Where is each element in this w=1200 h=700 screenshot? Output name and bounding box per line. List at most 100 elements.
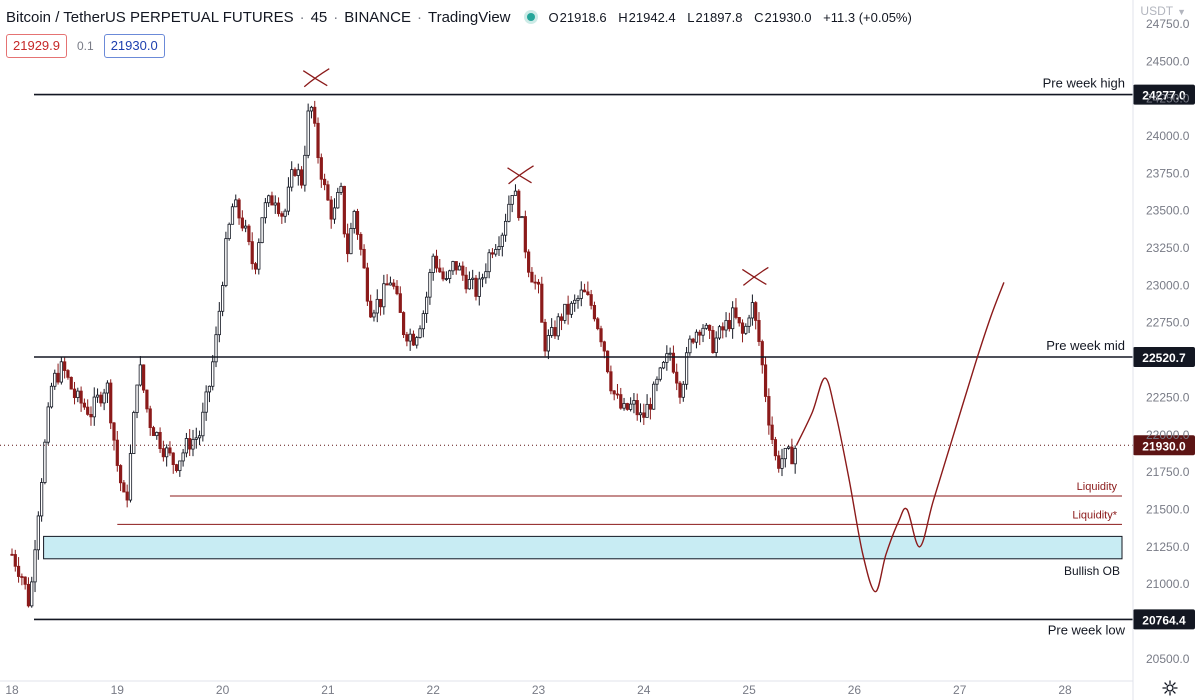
candle-body	[635, 400, 639, 416]
candle-body	[132, 412, 136, 454]
level-price-label: 20764.4	[1142, 613, 1186, 627]
candle-body	[582, 289, 587, 293]
y-tick-label: 22000.0	[1146, 428, 1190, 442]
candle-body	[704, 324, 708, 329]
liquidity-label: Liquidity*	[1072, 509, 1117, 521]
candle-body	[43, 441, 47, 483]
candle-body	[99, 394, 103, 404]
candle-body	[701, 327, 705, 336]
market-status-icon	[526, 13, 535, 21]
candle-body	[66, 370, 70, 378]
buy-price-button[interactable]: 21930.0	[103, 34, 165, 58]
candle-body	[411, 333, 416, 346]
candle-body	[737, 317, 741, 324]
candle-body	[474, 277, 478, 297]
candle-body	[290, 169, 294, 188]
platform-label: TradingView	[427, 8, 511, 26]
candle-body	[569, 302, 574, 315]
candle-body	[609, 371, 613, 392]
candles	[10, 100, 797, 608]
candle-body	[217, 310, 221, 336]
candle-body	[530, 271, 534, 283]
candle-body	[142, 364, 146, 391]
candle-body	[253, 263, 258, 270]
candle-body	[296, 169, 300, 176]
candle-body	[550, 327, 554, 336]
candle-body	[161, 448, 165, 458]
candle-body	[461, 265, 465, 276]
interval-label[interactable]: 45	[310, 8, 328, 26]
y-tick-label: 23750.0	[1146, 166, 1190, 180]
candle-body	[16, 565, 21, 577]
candle-body	[441, 271, 445, 280]
candle-body	[155, 431, 159, 437]
candle-body	[385, 283, 389, 286]
candle-body	[770, 424, 774, 440]
symbol-title[interactable]: Bitcoin / TetherUS PERPETUAL FUTURES	[6, 8, 294, 26]
candle-body	[721, 326, 725, 331]
candle-body	[257, 242, 261, 270]
candle-body	[128, 453, 133, 501]
candle-body	[638, 412, 643, 416]
candle-body	[398, 293, 402, 313]
candle-body	[323, 178, 327, 186]
candle-body	[760, 341, 764, 366]
chart-legend: Bitcoin / TetherUS PERPETUAL FUTURES · 4…	[6, 8, 912, 26]
projection-path[interactable]	[795, 282, 1005, 593]
x-tick-label: 28	[1058, 683, 1072, 697]
y-tick-label: 23500.0	[1146, 204, 1190, 218]
candle-body	[138, 364, 142, 386]
candle-body	[303, 154, 307, 186]
candle-body	[247, 225, 251, 243]
candle-body	[36, 515, 40, 551]
candle-body	[299, 169, 304, 186]
candle-body	[763, 364, 768, 397]
candle-body	[724, 320, 728, 331]
candle-body	[375, 298, 379, 314]
y-tick-label: 21250.0	[1146, 540, 1190, 554]
candle-body	[688, 338, 692, 354]
candle-body	[668, 352, 672, 355]
candle-body	[89, 413, 93, 418]
candle-body	[786, 446, 791, 449]
candle-body	[451, 261, 455, 272]
candle-body	[543, 321, 547, 352]
liquidity-label: Liquidity	[1077, 481, 1118, 493]
x-mark[interactable]	[742, 266, 769, 286]
sell-price-button[interactable]: 21929.9	[6, 34, 67, 58]
gear-icon[interactable]	[1162, 680, 1178, 696]
level-price-tag	[1133, 609, 1195, 630]
candle-body	[105, 382, 110, 394]
low-value: 21897.8	[695, 9, 743, 25]
candle-body	[319, 157, 323, 180]
candle-body	[309, 106, 314, 112]
currency-label: USDT	[1140, 4, 1174, 18]
candle-body	[13, 554, 17, 567]
candle-body	[428, 272, 432, 298]
candle-body	[145, 389, 149, 410]
current-price-tag	[1133, 435, 1195, 456]
candle-body	[602, 341, 606, 352]
currency-selector[interactable]: USDT ▼	[1140, 4, 1186, 18]
candle-body	[480, 277, 485, 280]
candle-body	[201, 411, 205, 437]
candle-body	[425, 296, 429, 315]
bullish-ob-zone[interactable]	[43, 535, 1123, 560]
candle-body	[118, 465, 123, 484]
candle-body	[336, 192, 340, 209]
candle-body	[589, 294, 593, 306]
candle-body	[767, 396, 771, 426]
candle-body	[684, 352, 689, 385]
candle-body	[76, 390, 80, 398]
x-mark[interactable]	[507, 165, 534, 185]
candle-body	[56, 372, 60, 383]
y-tick-label: 23250.0	[1146, 241, 1190, 255]
candle-body	[382, 283, 386, 308]
x-mark[interactable]	[302, 68, 330, 88]
x-tick-label: 25	[742, 683, 756, 697]
candle-body	[757, 320, 761, 342]
candle-body	[727, 320, 731, 330]
candle-body	[273, 202, 277, 206]
candle-body	[717, 326, 722, 339]
